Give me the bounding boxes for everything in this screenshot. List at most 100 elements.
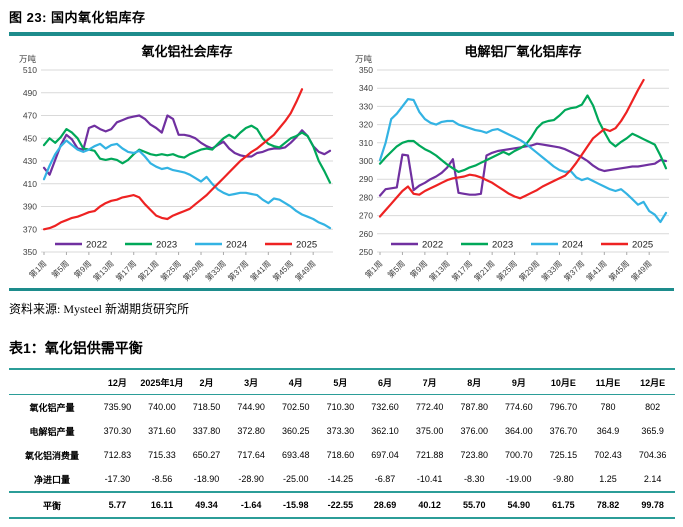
chart-alumina-social-inventory: 510 490 470 450 430 410 390 370 350 万吨 氧化铝社会库存 第1周第… — [6, 36, 342, 288]
header-cell-month: 12月 — [107, 377, 127, 388]
x-tick-label: 第33周 — [539, 258, 564, 283]
x-tick-label: 第5周 — [49, 258, 71, 280]
value-cell: 787.80 — [460, 402, 488, 412]
value-cell: 732.60 — [371, 402, 399, 412]
x-tick-label: 第25周 — [494, 258, 519, 283]
value-cell: 721.88 — [415, 450, 444, 460]
chart-title: 氧化铝社会库存 — [140, 44, 232, 59]
x-tick-label: 第1周 — [27, 258, 49, 280]
value-cell: 5.77 — [108, 500, 127, 510]
table-row: 电解铝产量 370.30 371.60 337.80 372.80 360.25 373.3… — [9, 419, 675, 443]
header-cell-month: 6月 — [377, 377, 392, 388]
x-tick-label: 第29周 — [181, 258, 206, 283]
value-cell: 735.90 — [103, 402, 132, 412]
x-tick-label: 第1周 — [363, 258, 385, 280]
table-head: 12月 2025年1月 2月 3月 4月 5月 6月 7月 8月 9月 10月E 11月E 12月E — [9, 369, 675, 395]
value-cell: 697.04 — [371, 450, 399, 460]
x-tick-label: 第37周 — [226, 258, 251, 283]
value-cell: 365.9 — [641, 426, 664, 436]
y-tick-label: 410 — [23, 179, 37, 189]
value-cell: 370.30 — [103, 426, 132, 436]
value-cell: 372.80 — [237, 426, 265, 436]
value-cell: -15.98 — [283, 500, 309, 510]
value-cell: 55.70 — [462, 500, 486, 510]
value-cell: 740.00 — [148, 402, 176, 412]
x-tick-label: 第9周 — [408, 258, 430, 280]
x-tick-label: 第49周 — [293, 258, 318, 283]
series-line-2022 — [42, 114, 332, 176]
y-tick-label: 430 — [23, 156, 37, 166]
y-tick-label: 350 — [23, 247, 37, 257]
value-cell: 710.30 — [326, 402, 355, 412]
y-tick-label: 490 — [23, 88, 37, 98]
value-cell: -25.00 — [283, 474, 309, 484]
x-tick-label: 第21周 — [472, 258, 497, 283]
chart-title: 电解铝厂氧化铝库存 — [464, 44, 581, 59]
value-cell: -8.56 — [151, 474, 173, 484]
y-tick-label: 320 — [359, 120, 373, 130]
x-tick-label: 第49周 — [629, 258, 654, 283]
table-row: 氧化铝产量 735.90 740.00 718.50 744.90 702.50 710.3… — [9, 395, 675, 420]
series-line-2024 — [42, 139, 332, 230]
table-header-row: 12月 2025年1月 2月 3月 4月 5月 6月 7月 8月 9月 10月E 11月E 12月E — [9, 369, 675, 395]
table-title: 表1：氧化铝供需平衡 — [9, 340, 143, 356]
value-cell: -22.55 — [327, 500, 354, 510]
legend-label-2025: 2025 — [296, 240, 317, 251]
series-line-2024 — [378, 97, 668, 224]
table-body: 氧化铝产量 735.90 740.00 718.50 744.90 702.50 710.3… — [9, 395, 675, 519]
x-tick-label: 第25周 — [158, 258, 183, 283]
row-label: 净进口量 — [34, 474, 71, 485]
value-cell: 744.90 — [237, 402, 265, 412]
y-tick-label: 260 — [359, 229, 373, 239]
y-tick-label: 450 — [23, 133, 37, 143]
header-cell-month: 9月 — [511, 377, 526, 388]
value-cell: 1.25 — [599, 474, 617, 484]
value-cell: 717.64 — [237, 450, 265, 460]
value-cell: 772.40 — [415, 402, 444, 412]
header-cell-month: 2025年1月 — [140, 377, 184, 388]
x-tick-label: 第13周 — [427, 258, 452, 283]
legend-label-2024: 2024 — [562, 240, 583, 251]
value-cell: -19.00 — [506, 474, 532, 484]
value-cell: -18.90 — [193, 474, 220, 484]
legend-label-2023: 2023 — [492, 240, 513, 251]
value-cell: 700.70 — [505, 450, 533, 460]
value-cell: 54.90 — [507, 500, 531, 510]
header-cell-month: 12月E — [640, 377, 666, 388]
value-cell: 28.69 — [373, 500, 397, 510]
value-cell: -10.41 — [416, 474, 443, 484]
value-cell: 796.70 — [549, 402, 578, 412]
value-cell: 718.50 — [192, 402, 221, 412]
legend-label-2025: 2025 — [632, 240, 653, 251]
value-cell: 802 — [645, 402, 661, 412]
series-line-2023 — [42, 124, 332, 184]
y-tick-label: 300 — [359, 156, 373, 166]
y-tick-label: 510 — [23, 65, 37, 75]
y-tick-label: 350 — [359, 65, 373, 75]
y-tick-label: 280 — [359, 192, 373, 202]
axis-unit-label: 万吨 — [19, 54, 37, 64]
x-tick-label: 第29周 — [517, 258, 542, 283]
y-tick-label: 370 — [23, 224, 37, 234]
y-tick-label: 330 — [359, 101, 373, 111]
top-divider-bar — [9, 32, 674, 36]
value-cell: 650.27 — [192, 450, 221, 460]
x-tick-label: 第33周 — [203, 258, 228, 283]
value-cell: 2.14 — [643, 474, 662, 484]
value-cell: 376.00 — [460, 426, 488, 436]
legend-label-2022: 2022 — [422, 240, 443, 251]
value-cell: 376.70 — [549, 426, 578, 436]
value-cell: 360.25 — [282, 426, 310, 436]
x-tick-label: 第45周 — [606, 258, 631, 283]
header-cell-month: 8月 — [467, 377, 482, 388]
chart-svg: 510490470450430410390370350万吨 氧化铝社会库存第1周第… — [19, 44, 333, 283]
value-cell: 702.50 — [282, 402, 310, 412]
legend-label-2024: 2024 — [226, 240, 247, 251]
value-cell: 364.00 — [505, 426, 533, 436]
x-tick-label: 第41周 — [248, 258, 273, 283]
value-cell: 49.34 — [195, 500, 218, 510]
value-cell: 61.75 — [552, 500, 575, 510]
table-row: 净进口量 -17.30 -8.56 -18.90 -28.90 -25.00 -14.25 -… — [9, 467, 675, 492]
x-tick-label: 第41周 — [584, 258, 609, 283]
header-cell-month: 7月 — [422, 377, 437, 388]
